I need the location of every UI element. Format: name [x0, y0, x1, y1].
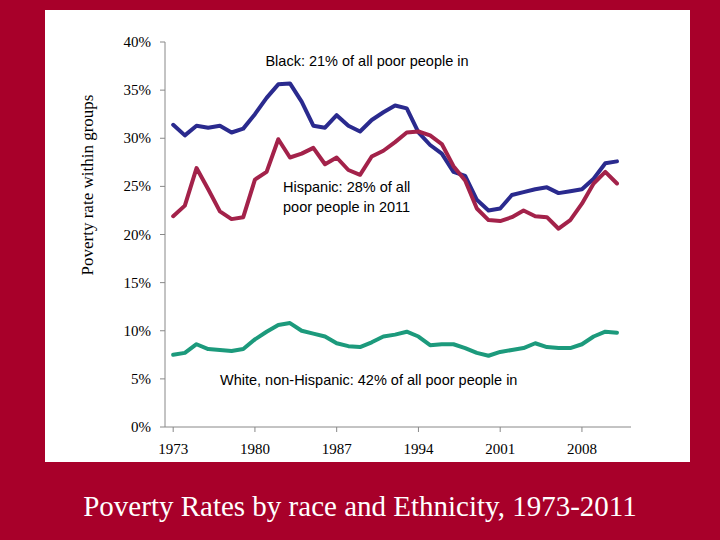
x-tick-label: 2008 [567, 441, 597, 457]
y-tick-label: 25% [124, 178, 152, 194]
x-tick [500, 427, 501, 432]
y-tick [160, 90, 165, 91]
series-line [173, 323, 617, 356]
title: Poverty Rates by race and Ethnicity, 197… [83, 490, 637, 522]
y-tick-label: 20% [124, 227, 152, 243]
y-tick-label: 15% [124, 275, 152, 291]
x-tick-label: 1980 [240, 441, 270, 457]
background [0, 0, 720, 540]
y-axis-label: Poverty rate within groups [78, 95, 97, 276]
x-tick-label: 2001 [485, 441, 515, 457]
annotation: Black: 21% of all poor people in [265, 53, 468, 69]
y-tick [160, 427, 165, 428]
x-tick-label: 1987 [322, 441, 353, 457]
series-line [173, 132, 617, 229]
annotation: Hispanic: 28% of all [283, 179, 410, 195]
x-tick [418, 427, 419, 432]
x-tick-label: 1973 [158, 441, 188, 457]
y-tick-label: 30% [124, 130, 152, 146]
panel [45, 10, 690, 462]
annotation: poor people in 2011 [283, 199, 410, 215]
annotation: White, non-Hispanic: 42% of all poor peo… [220, 372, 517, 388]
x-axis [165, 427, 631, 428]
y-tick [160, 378, 165, 379]
chart: 0% 5% 10% 15% 20% 25% 30% 35% 40% 1973 1980 1987 199… [0, 0, 720, 540]
plot-area [173, 83, 617, 355]
y-tick-label: 35% [124, 82, 152, 98]
x-tick-label: 1994 [403, 441, 434, 457]
y-tick-label: 5% [131, 371, 151, 387]
y-tick [160, 330, 165, 331]
y-tick [160, 42, 165, 43]
x-tick [254, 427, 255, 432]
y-tick [160, 282, 165, 283]
y-tick-label: 0% [131, 419, 151, 435]
x-tick [173, 427, 174, 432]
y-tick [160, 138, 165, 139]
y-tick-label: 40% [124, 34, 152, 50]
series-line [173, 83, 617, 210]
y-tick [160, 186, 165, 187]
y-tick-label: 10% [124, 323, 152, 339]
x-tick [336, 427, 337, 432]
y-tick [160, 234, 165, 235]
x-tick [581, 427, 582, 432]
